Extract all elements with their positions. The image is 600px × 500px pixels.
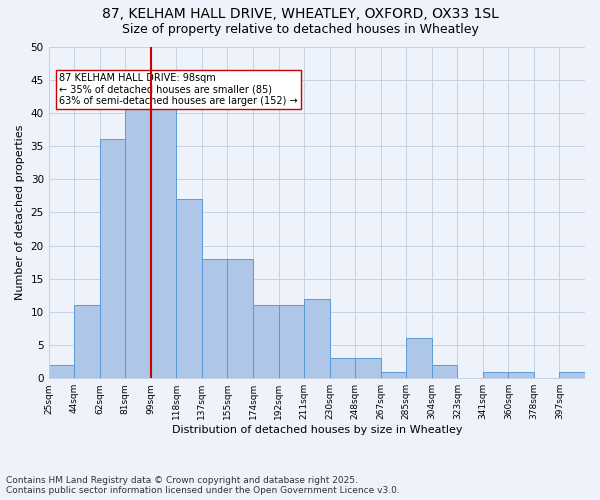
Bar <box>202 259 227 378</box>
Bar <box>125 100 151 378</box>
Text: 87, KELHAM HALL DRIVE, WHEATLEY, OXFORD, OX33 1SL: 87, KELHAM HALL DRIVE, WHEATLEY, OXFORD,… <box>101 8 499 22</box>
Bar <box>278 305 304 378</box>
Bar <box>49 365 74 378</box>
Bar <box>176 199 202 378</box>
Bar <box>74 305 100 378</box>
X-axis label: Distribution of detached houses by size in Wheatley: Distribution of detached houses by size … <box>172 425 462 435</box>
Bar <box>406 338 432 378</box>
Y-axis label: Number of detached properties: Number of detached properties <box>15 124 25 300</box>
Bar <box>227 259 253 378</box>
Bar <box>355 358 380 378</box>
Bar <box>253 305 278 378</box>
Bar <box>380 372 406 378</box>
Text: 87 KELHAM HALL DRIVE: 98sqm
← 35% of detached houses are smaller (85)
63% of sem: 87 KELHAM HALL DRIVE: 98sqm ← 35% of det… <box>59 73 298 106</box>
Bar <box>432 365 457 378</box>
Bar <box>329 358 355 378</box>
Bar <box>304 298 329 378</box>
Bar <box>559 372 585 378</box>
Bar <box>508 372 534 378</box>
Bar <box>483 372 508 378</box>
Bar <box>151 100 176 378</box>
Text: Size of property relative to detached houses in Wheatley: Size of property relative to detached ho… <box>122 22 478 36</box>
Bar <box>100 140 125 378</box>
Text: Contains HM Land Registry data © Crown copyright and database right 2025.
Contai: Contains HM Land Registry data © Crown c… <box>6 476 400 495</box>
